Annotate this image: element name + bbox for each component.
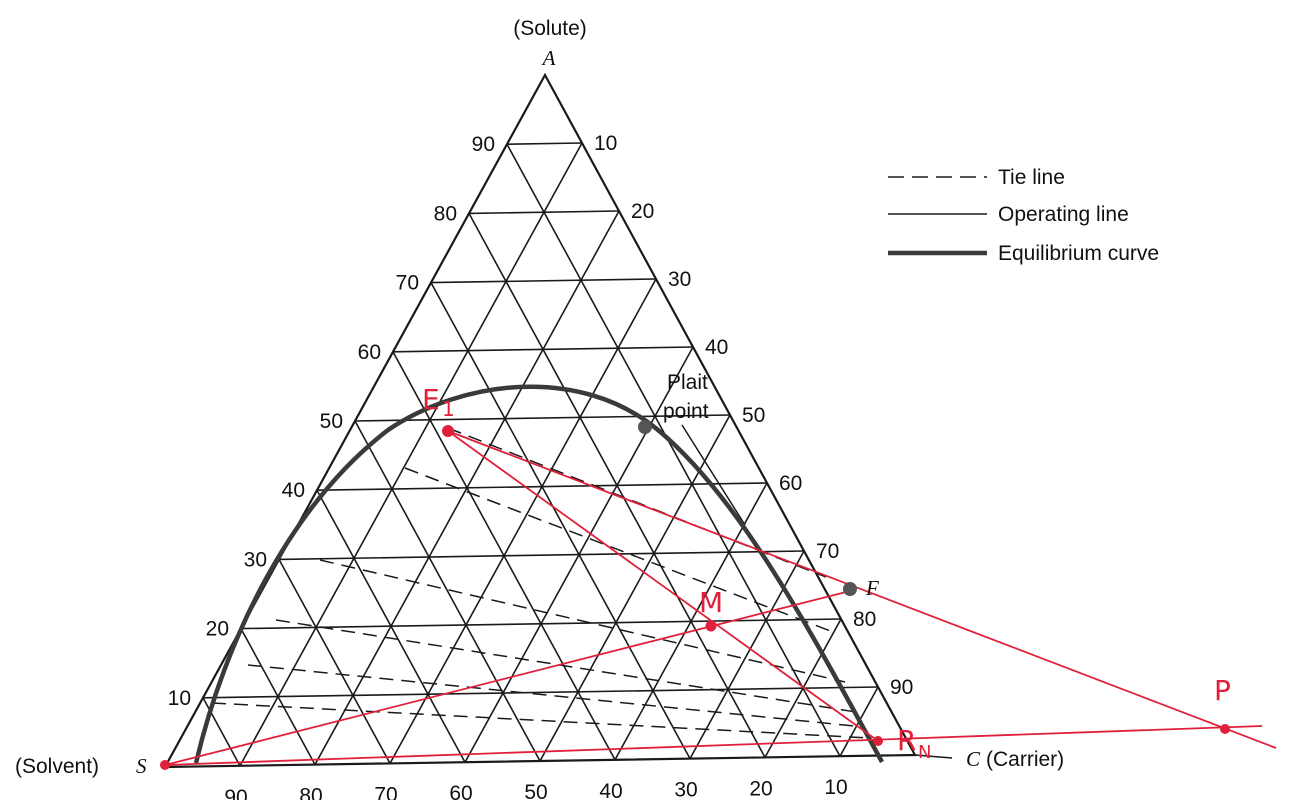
operating-line-e1-p: [447, 430, 1277, 749]
grid-line-solvent: [202, 697, 241, 767]
annotations: E 1 M R N P: [422, 383, 1231, 763]
right-scale-label: 50: [742, 404, 765, 427]
feed-label: F: [865, 576, 879, 600]
tie-line: [319, 559, 846, 683]
right-scale-label: 40: [705, 336, 728, 359]
left-scale-label: 90: [472, 133, 495, 156]
extract-subscript: 1: [442, 397, 455, 421]
operating-line-s-f: [164, 590, 851, 766]
left-scale-label: 50: [320, 410, 343, 433]
left-scale-label: 30: [244, 548, 267, 571]
difference-label: P: [1214, 674, 1231, 707]
raffinate-subscript: N: [918, 742, 931, 763]
carrier-axis-extension: [914, 754, 953, 759]
bottom-scale-label: 30: [674, 779, 697, 800]
legend-operating-line-label: Operating line: [998, 203, 1129, 226]
grid-line-solvent: [278, 559, 391, 764]
bottom-scale-label: 80: [299, 785, 322, 800]
bottom-scale-label: 60: [449, 782, 472, 800]
solvent-text: (Solvent): [15, 755, 99, 778]
equilibrium-curve: [193, 384, 884, 764]
mix-m-marker: [705, 620, 717, 632]
right-scale-label: 10: [594, 132, 617, 155]
tie-line: [404, 467, 834, 633]
grid-line-solute: [468, 210, 620, 215]
triangle-grid: [202, 142, 879, 767]
raffinate-rn-marker: [873, 736, 883, 746]
left-scale-label: 10: [168, 687, 191, 710]
extract-label: E: [422, 383, 440, 416]
bottom-scale-label: 70: [374, 783, 397, 800]
legend-tie-line-label: Tie line: [998, 166, 1065, 189]
plait-point-marker: [638, 420, 652, 434]
grid-line-solute: [354, 414, 731, 422]
extract-e1-marker: [442, 425, 454, 437]
grid-line-solute: [430, 278, 657, 284]
right-scale-label: 60: [779, 472, 802, 495]
raffinate-label: R: [897, 724, 916, 757]
grid-line-solute: [392, 346, 694, 353]
bottom-scale-label: 90: [224, 786, 247, 800]
carrier-text: (Carrier): [986, 748, 1064, 771]
left-scale-label: 70: [396, 272, 419, 295]
tie-line: [247, 664, 865, 728]
grid-line-carrier: [239, 142, 583, 767]
triangle-outline: [163, 72, 917, 769]
grid-line-solute: [278, 550, 805, 561]
tie-line: [211, 702, 870, 739]
grid-line-solute: [316, 482, 768, 491]
scale-labels: 90 80 70 60 50 40 30 20 10 10 20 30 40 50 60 70 80 90 90 80…: [168, 132, 914, 800]
solvent-s-marker: [160, 760, 170, 770]
solute-header: (Solute): [513, 17, 587, 40]
plait-label-line2: point: [663, 400, 709, 423]
left-scale-label: 40: [282, 479, 305, 502]
operating-line-e1-rn: [447, 430, 879, 742]
right-scale-label: 90: [890, 676, 913, 699]
legend-equilibrium-label: Equilibrium curve: [998, 242, 1159, 265]
grid-line-solvent: [354, 420, 541, 762]
carrier-letter: C: [966, 747, 981, 771]
apex-a-label: A: [541, 46, 556, 70]
grid-line-carrier: [764, 618, 842, 758]
bottom-scale-label: 50: [524, 781, 547, 800]
plait-label-line1: Plait: [667, 371, 708, 394]
difference-p-marker: [1220, 724, 1230, 734]
grid-line-solute: [202, 686, 879, 699]
grid-line-solute: [506, 142, 583, 145]
left-scale-label: 20: [206, 618, 229, 641]
tie-line: [275, 619, 857, 713]
bottom-scale-label: 40: [599, 780, 622, 800]
right-scale-label: 70: [816, 540, 839, 563]
grid-line-solvent: [316, 489, 466, 763]
grid-line-solvent: [506, 143, 841, 757]
operating-lines: [164, 430, 1277, 766]
right-scale-label: 80: [853, 608, 876, 631]
grid-line-carrier: [689, 550, 805, 759]
operating-line-s-p: [164, 725, 1263, 766]
legend: Tie line Operating line Equilibrium curv…: [888, 166, 1159, 265]
right-scale-label: 30: [668, 268, 691, 291]
bottom-scale-label: 10: [824, 776, 847, 799]
left-scale-label: 60: [358, 341, 381, 364]
right-scale-label: 20: [631, 200, 654, 223]
grid-line-carrier: [614, 482, 768, 761]
grid-line-carrier: [389, 278, 657, 764]
solvent-letter: S: [136, 754, 147, 778]
feed-f-marker: [843, 582, 857, 596]
grid-line-solvent: [240, 628, 316, 765]
bottom-scale-label: 20: [749, 777, 772, 800]
tie-lines: [211, 427, 870, 739]
mix-label: M: [699, 586, 723, 619]
plait-point-leader: [681, 424, 746, 526]
left-scale-label: 80: [434, 202, 457, 225]
